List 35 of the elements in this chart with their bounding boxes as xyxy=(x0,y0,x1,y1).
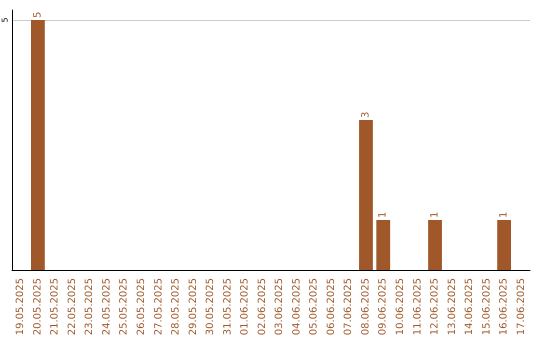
x-tick-label: 03.06.2025 xyxy=(274,278,286,336)
x-tick-label: 22.05.2025 xyxy=(66,278,78,336)
data-label: 3 xyxy=(360,112,372,118)
x-tick-label: 10.06.2025 xyxy=(395,278,406,336)
x-tick-label: 04.06.2025 xyxy=(291,278,302,336)
x-tick-label: 28.05.2025 xyxy=(170,278,182,336)
data-label: 5 xyxy=(32,12,44,18)
x-tick-label: 19.05.2025 xyxy=(15,278,26,336)
x-tick-label: 08.06.2025 xyxy=(360,278,372,336)
x-tick-label: 17.06.2025 xyxy=(516,278,527,336)
x-tick-label: 24.05.2025 xyxy=(101,278,112,336)
x-tick-label: 26.05.2025 xyxy=(136,278,147,336)
x-tick-label: 25.05.2025 xyxy=(118,278,130,336)
x-tick-label: 07.06.2025 xyxy=(343,278,354,336)
x-tick-label: 14.06.2025 xyxy=(464,278,476,336)
data-label: 1 xyxy=(430,212,441,218)
x-tick-label: 15.06.2025 xyxy=(481,278,492,336)
x-tick-label: 11.06.2025 xyxy=(412,278,424,336)
x-tick-label: 20.05.2025 xyxy=(32,278,44,336)
x-tick-label: 23.05.2025 xyxy=(84,278,96,336)
data-label: 1 xyxy=(378,212,389,218)
x-tick-label: 16.06.2025 xyxy=(498,278,510,336)
x-tick-label: 31.05.2025 xyxy=(222,278,234,336)
x-tick-label: 01.06.2025 xyxy=(240,278,251,336)
x-tick-label: 13.06.2025 xyxy=(446,278,458,336)
x-tick-label: 09.06.2025 xyxy=(378,278,389,336)
x-tick-label: 30.05.2025 xyxy=(205,278,216,336)
x-tick-label: 02.06.2025 xyxy=(256,278,268,336)
x-tick-label: 29.05.2025 xyxy=(188,278,199,336)
x-tick-label: 27.05.2025 xyxy=(153,278,164,336)
x-tick-label: 12.06.2025 xyxy=(430,278,441,336)
x-tick-label: 05.06.2025 xyxy=(308,278,320,336)
x-tick-label: 21.05.2025 xyxy=(50,278,61,336)
data-label: 1 xyxy=(498,212,510,218)
x-tick-label: 06.06.2025 xyxy=(326,278,337,336)
